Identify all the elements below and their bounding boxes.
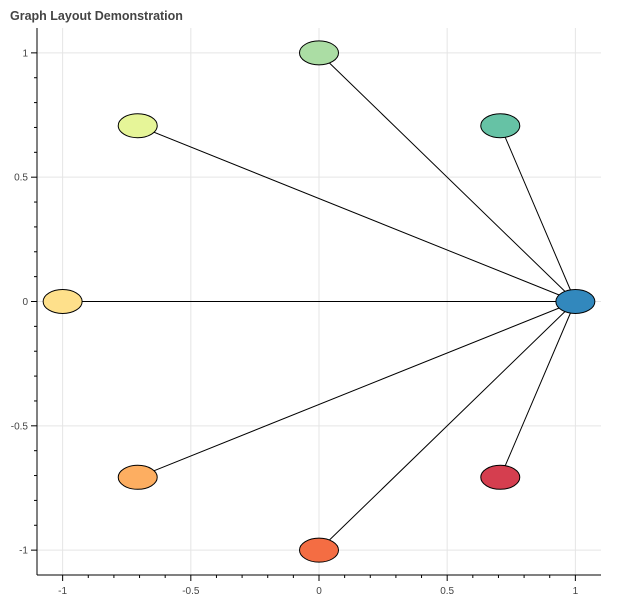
- graph-edge-4: [137, 301, 576, 478]
- graph-node-2: [299, 40, 339, 66]
- y-tick-label: 1: [22, 48, 28, 59]
- chart-title: Graph Layout Demonstration: [10, 9, 183, 23]
- y-tick-label: -0.5: [11, 421, 29, 432]
- x-tick-label: -1: [58, 586, 67, 597]
- axes: -1 -0.5 0 0.5 1 -1 -0.5 0 0.5 1: [11, 28, 601, 597]
- graph-node-4: [42, 289, 83, 314]
- x-tick-label: 1: [573, 586, 579, 597]
- graph-node-0: [555, 289, 596, 314]
- x-tick-label: -0.5: [182, 586, 200, 597]
- x-tick-label: 0.5: [440, 586, 454, 597]
- graph-node-7: [480, 464, 521, 490]
- graph-node-5: [117, 464, 158, 490]
- graph-node-6: [299, 537, 339, 563]
- graph-edge-1: [318, 52, 576, 302]
- y-tick-label: 0.5: [14, 173, 28, 184]
- graph-edge-5: [318, 301, 576, 551]
- graph-node-3: [117, 113, 158, 139]
- graph-node-1: [480, 113, 521, 139]
- graph-edge-2: [137, 125, 576, 302]
- graph-edge-6: [499, 301, 576, 478]
- y-tick-label: 0: [22, 297, 28, 308]
- x-tick-label: 0: [316, 586, 322, 597]
- nodes: [42, 40, 596, 563]
- graph-edge-0: [499, 125, 576, 302]
- y-tick-label: -1: [19, 546, 28, 557]
- edges: [62, 52, 576, 551]
